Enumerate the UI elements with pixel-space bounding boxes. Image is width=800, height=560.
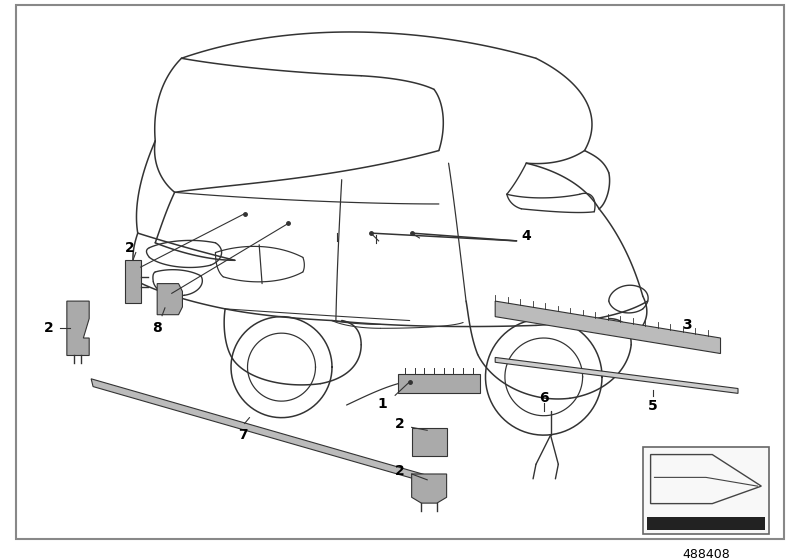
Text: 6: 6 bbox=[539, 391, 549, 405]
Polygon shape bbox=[91, 379, 431, 484]
Text: 2: 2 bbox=[43, 321, 54, 335]
Text: 7: 7 bbox=[238, 428, 247, 442]
Text: 5: 5 bbox=[648, 399, 658, 413]
Polygon shape bbox=[125, 260, 141, 303]
Text: 4: 4 bbox=[522, 229, 531, 243]
Polygon shape bbox=[398, 374, 480, 393]
Bar bbox=[646, 517, 766, 530]
Text: 2: 2 bbox=[395, 464, 405, 478]
Text: 3: 3 bbox=[682, 319, 691, 333]
Text: 488408: 488408 bbox=[682, 548, 730, 560]
Text: 8: 8 bbox=[152, 321, 162, 335]
Text: 2: 2 bbox=[395, 417, 405, 431]
Polygon shape bbox=[67, 301, 89, 356]
Bar bbox=[643, 447, 769, 534]
Text: 1: 1 bbox=[378, 397, 387, 411]
Polygon shape bbox=[412, 428, 446, 455]
Polygon shape bbox=[157, 283, 182, 315]
Polygon shape bbox=[412, 474, 446, 503]
Text: 2: 2 bbox=[125, 241, 135, 255]
Polygon shape bbox=[495, 301, 721, 353]
Polygon shape bbox=[495, 357, 738, 393]
